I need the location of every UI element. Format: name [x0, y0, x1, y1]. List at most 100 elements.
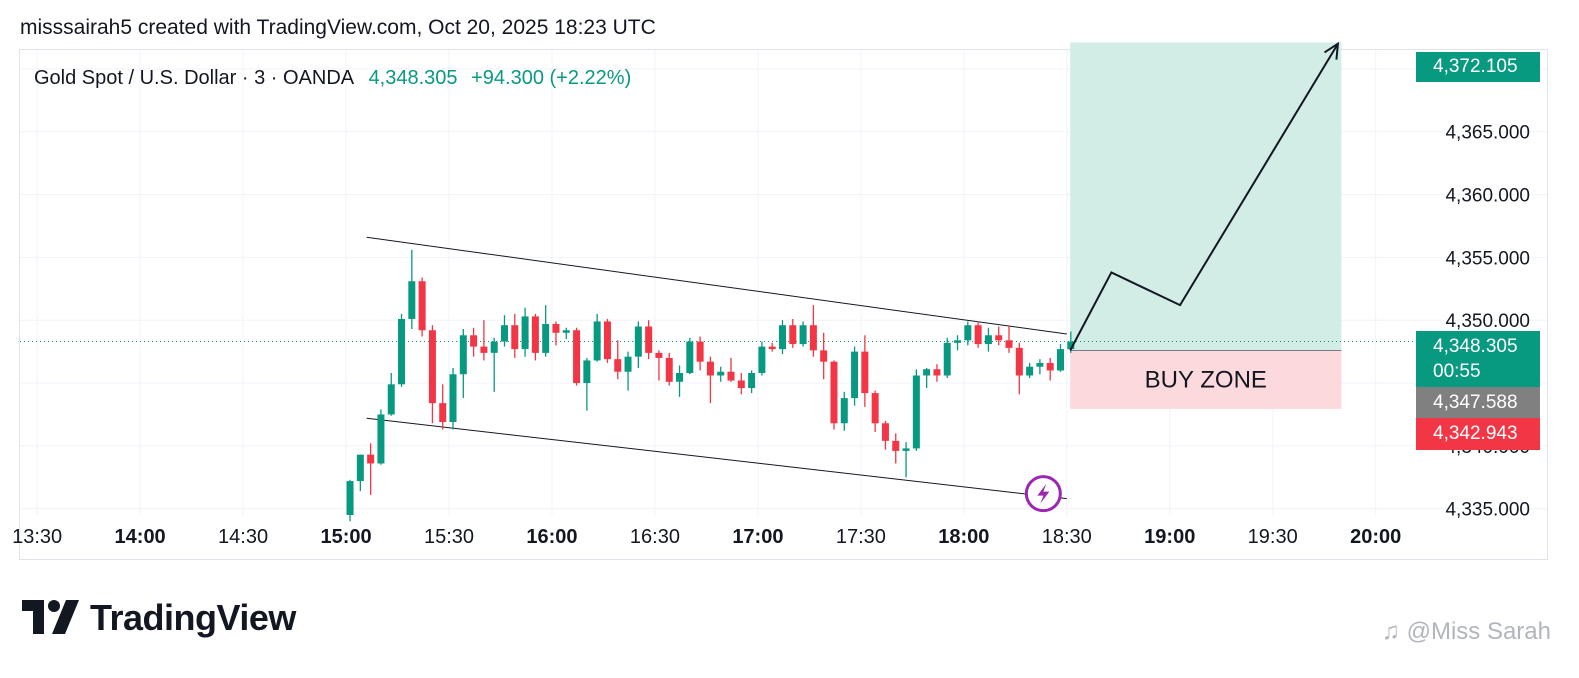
candle-body: [634, 326, 642, 357]
candle-body: [428, 330, 436, 404]
candle: [1036, 359, 1044, 375]
target-zone: [1070, 42, 1342, 351]
candle-body: [470, 335, 478, 347]
candle-body: [861, 351, 869, 394]
candle: [449, 367, 457, 430]
candle: [830, 360, 838, 430]
candles: [346, 249, 1075, 522]
candle-body: [943, 342, 951, 376]
y-tick-label: 4,355.000: [1445, 248, 1530, 269]
candle: [923, 367, 931, 389]
overlay: [1024, 41, 1340, 513]
symbol-name: Gold Spot / U.S. Dollar · 3 · OANDA: [34, 67, 353, 89]
x-tick-label: 14:30: [218, 526, 268, 548]
alert-icon-bolt: [1037, 483, 1050, 504]
stop-price-text: 4,342.943: [1433, 423, 1518, 444]
x-tick-label: 14:00: [115, 526, 166, 548]
x-tick-label: 19:30: [1248, 526, 1298, 548]
candle: [727, 357, 735, 382]
candle: [408, 249, 416, 329]
current-price-text: 4,348.305: [1433, 336, 1518, 357]
candle: [593, 313, 601, 362]
candle: [367, 443, 375, 495]
x-tick-label: 15:00: [320, 526, 371, 548]
candle-body: [1067, 341, 1075, 350]
candle-body: [531, 316, 539, 353]
price-change: +94.300 (+2.22%): [471, 67, 632, 89]
candle: [861, 335, 869, 407]
candle: [614, 340, 622, 380]
candle-body: [377, 414, 385, 464]
candle-body: [655, 352, 663, 358]
symbol-legend[interactable]: Gold Spot / U.S. Dollar · 3 · OANDA 4,34…: [34, 67, 631, 90]
candle: [542, 305, 550, 357]
candle: [531, 313, 539, 361]
candle-body: [964, 325, 972, 341]
candle: [820, 332, 828, 380]
candle: [459, 329, 467, 399]
candle: [984, 327, 992, 352]
candle: [645, 320, 653, 360]
candle-body: [737, 380, 745, 389]
x-tick-label: 16:00: [526, 526, 577, 548]
candle-body: [892, 440, 900, 451]
candle-body: [614, 359, 622, 372]
candle-body: [881, 423, 889, 441]
candle-body: [367, 454, 375, 464]
candle: [964, 321, 972, 346]
x-tick-label: 18:30: [1042, 526, 1092, 548]
projection-path: [1069, 43, 1339, 351]
candle-body: [583, 360, 591, 384]
watermark-text: @Miss Sarah: [1406, 618, 1551, 645]
candle: [387, 372, 395, 416]
candle: [840, 391, 848, 431]
candle: [748, 370, 756, 394]
candle: [377, 409, 385, 465]
candle-body: [923, 369, 931, 376]
watermark-icon: ♫: [1381, 618, 1400, 645]
candle: [603, 318, 611, 363]
tradingview-logo-icon: [22, 600, 79, 634]
candle: [912, 369, 920, 451]
x-tick-label: 19:00: [1144, 526, 1195, 548]
y-axis: 4,335.0004,340.0004,345.0004,350.0004,35…: [1445, 60, 1530, 521]
x-tick-label: 20:00: [1350, 526, 1401, 548]
candle: [799, 321, 807, 347]
y-tick-label: 4,335.000: [1445, 500, 1530, 521]
candle: [789, 318, 797, 348]
candle-body: [984, 335, 992, 345]
candle-body: [789, 325, 797, 345]
candle: [428, 325, 436, 424]
candle: [511, 313, 519, 358]
candle-body: [418, 281, 426, 331]
candle: [974, 321, 982, 348]
candle: [902, 442, 910, 478]
candle-body: [902, 448, 910, 451]
candle: [758, 341, 766, 376]
x-tick-label: 17:00: [732, 526, 783, 548]
candle-body: [1026, 366, 1034, 376]
candle: [851, 346, 859, 406]
candle-body: [490, 341, 498, 353]
candle-body: [686, 341, 694, 373]
candle-body: [387, 384, 395, 415]
candle: [933, 364, 941, 382]
candle: [871, 390, 879, 433]
candle: [418, 277, 426, 337]
tradingview-logo[interactable]: TradingView: [22, 597, 296, 639]
candle: [809, 305, 817, 357]
x-tick-label: 15:30: [424, 526, 474, 548]
candle: [1026, 362, 1034, 379]
target-price-label: 4,372.105: [1416, 52, 1540, 82]
candle: [995, 326, 1003, 346]
candle: [778, 320, 786, 355]
candle-body: [1015, 347, 1023, 376]
candle: [676, 365, 684, 397]
candle-body: [1046, 362, 1054, 371]
candle: [686, 337, 694, 375]
candle-body: [645, 326, 653, 353]
candle-body: [830, 361, 838, 424]
candle: [634, 321, 642, 368]
target-price-text: 4,372.105: [1433, 56, 1518, 77]
